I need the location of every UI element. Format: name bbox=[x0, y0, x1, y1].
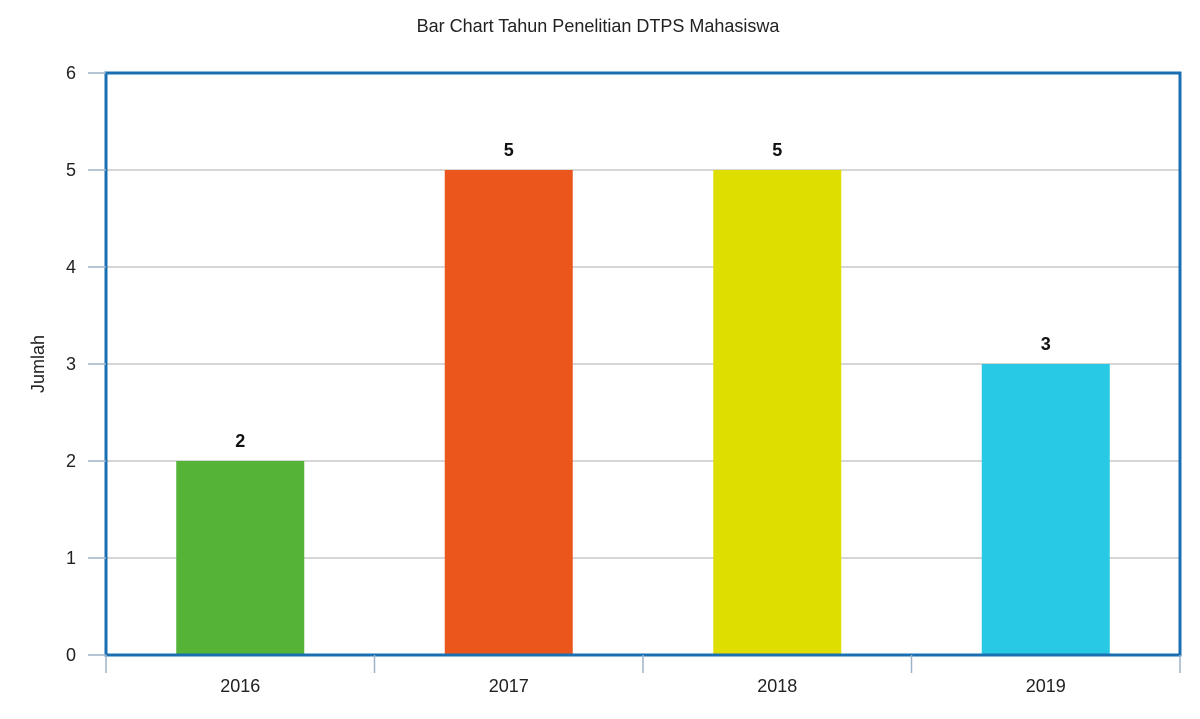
y-tick-label: 4 bbox=[66, 257, 76, 277]
y-tick-label: 1 bbox=[66, 548, 76, 568]
y-tick-label: 0 bbox=[66, 645, 76, 665]
axis-ticks: 0 1 2 3 4 5 6 2016 2017 2018 2019 bbox=[66, 63, 1181, 696]
x-tick-label-2018: 2018 bbox=[757, 676, 797, 696]
y-tick-label: 5 bbox=[66, 160, 76, 180]
bar-2016 bbox=[176, 461, 305, 655]
data-label-2017: 5 bbox=[504, 140, 514, 160]
data-label-2018: 5 bbox=[772, 140, 782, 160]
y-axis-label: Jumlah bbox=[28, 335, 48, 393]
y-tick-label: 6 bbox=[66, 63, 76, 83]
y-tick-label: 3 bbox=[66, 354, 76, 374]
bar-2017 bbox=[444, 170, 573, 655]
data-label-2019: 3 bbox=[1041, 334, 1051, 354]
bar-2019 bbox=[981, 364, 1110, 655]
bar-2018 bbox=[713, 170, 842, 655]
y-tick-label: 2 bbox=[66, 451, 76, 471]
bars bbox=[176, 170, 1110, 655]
data-label-2016: 2 bbox=[235, 431, 245, 451]
chart-title: Bar Chart Tahun Penelitian DTPS Mahasisw… bbox=[417, 16, 781, 36]
x-tick-label-2019: 2019 bbox=[1026, 676, 1066, 696]
x-tick-label-2016: 2016 bbox=[220, 676, 260, 696]
data-labels: 2 5 5 3 bbox=[235, 140, 1051, 451]
x-tick-label-2017: 2017 bbox=[489, 676, 529, 696]
